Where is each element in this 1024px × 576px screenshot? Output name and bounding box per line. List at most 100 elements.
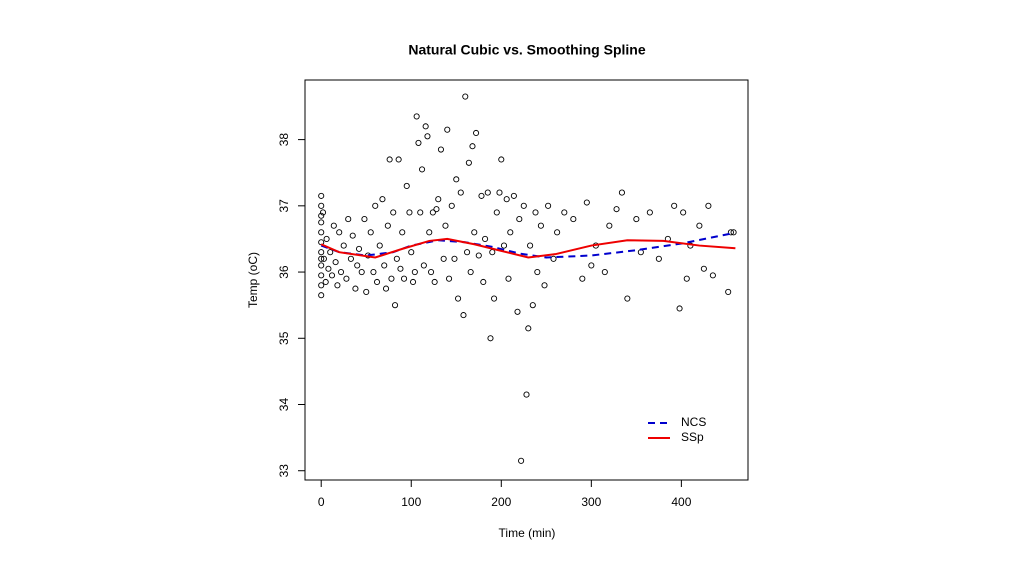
point	[671, 202, 678, 209]
point	[437, 146, 445, 153]
point	[487, 335, 494, 342]
y-tick-label: 34	[277, 398, 291, 412]
point	[429, 209, 436, 216]
point	[561, 209, 568, 216]
point	[534, 269, 541, 276]
point	[413, 113, 420, 120]
point	[683, 275, 690, 282]
point	[527, 242, 534, 249]
point	[503, 196, 510, 203]
point	[318, 272, 325, 279]
point	[354, 262, 361, 269]
point	[428, 269, 435, 276]
point	[451, 255, 458, 262]
point	[646, 209, 653, 216]
point	[318, 292, 325, 299]
point	[390, 209, 397, 216]
point	[431, 278, 438, 286]
point	[363, 288, 370, 295]
point	[478, 192, 485, 199]
point	[345, 216, 352, 223]
point	[523, 391, 530, 398]
point	[403, 182, 410, 190]
point	[680, 209, 687, 216]
point	[550, 255, 557, 262]
point	[514, 308, 521, 315]
point	[482, 235, 489, 242]
spline-line	[320, 237, 736, 259]
point	[493, 209, 500, 216]
point	[349, 232, 356, 239]
point	[455, 295, 462, 302]
point	[460, 312, 467, 319]
point	[510, 192, 517, 199]
x-tick-label: 400	[671, 495, 691, 509]
point	[323, 235, 330, 242]
y-axis-label: Temp (oC)	[246, 252, 260, 308]
point	[518, 457, 525, 464]
x-axis-label: Time (min)	[499, 526, 556, 540]
point	[337, 269, 345, 276]
point	[318, 192, 325, 199]
point	[700, 265, 707, 272]
y-tick-label: 36	[277, 265, 291, 279]
point	[330, 222, 337, 229]
point	[484, 189, 491, 196]
point	[318, 249, 325, 256]
point	[384, 222, 391, 229]
point	[462, 93, 469, 100]
point	[343, 275, 350, 282]
point	[367, 229, 374, 236]
point	[516, 216, 523, 223]
point	[507, 229, 514, 236]
point	[465, 159, 472, 166]
point	[469, 143, 476, 150]
y-tick-label: 33	[277, 464, 291, 478]
point	[373, 278, 381, 286]
point	[498, 156, 505, 163]
point	[696, 222, 703, 229]
point	[426, 229, 433, 236]
point	[400, 275, 408, 282]
point	[727, 229, 734, 236]
point	[541, 282, 548, 289]
point	[725, 288, 732, 295]
x-tick-label: 100	[401, 495, 421, 509]
y-tick-label: 37	[277, 199, 291, 213]
point	[529, 302, 536, 309]
point	[464, 249, 471, 256]
point	[491, 295, 498, 302]
point	[318, 202, 325, 209]
point	[370, 269, 377, 276]
point	[467, 269, 474, 276]
point	[318, 262, 325, 269]
chart-title: Natural Cubic vs. Smoothing Spline	[408, 42, 645, 58]
legend-label: SSp	[681, 430, 704, 444]
point	[382, 285, 390, 292]
point	[320, 255, 327, 262]
point	[318, 229, 325, 236]
point	[372, 202, 379, 209]
point	[340, 242, 347, 249]
y-tick-label: 38	[277, 133, 291, 147]
point	[579, 275, 586, 282]
point	[415, 139, 422, 146]
point	[500, 242, 508, 249]
point	[358, 269, 365, 276]
point	[709, 272, 716, 279]
point	[606, 222, 613, 229]
point	[386, 156, 393, 163]
point	[570, 216, 577, 223]
point	[433, 206, 440, 213]
point	[730, 229, 737, 236]
point	[475, 252, 482, 259]
point	[327, 249, 334, 256]
point	[388, 275, 395, 282]
point	[347, 255, 354, 262]
x-tick-label: 0	[318, 495, 325, 509]
point	[393, 255, 400, 262]
point	[471, 229, 478, 236]
point	[381, 262, 388, 269]
